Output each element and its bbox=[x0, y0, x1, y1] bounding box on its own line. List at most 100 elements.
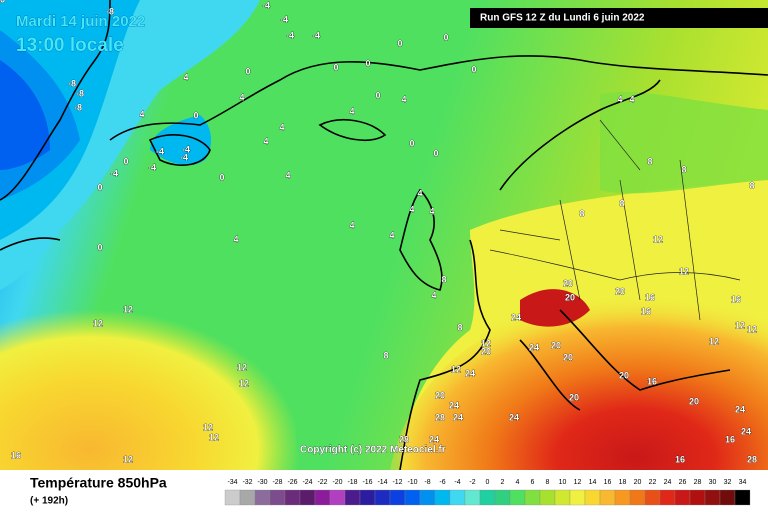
contour-label: 4 bbox=[417, 188, 422, 198]
legend-swatch bbox=[539, 489, 556, 506]
contour-label: 20 bbox=[481, 346, 491, 356]
contour-label: 12 bbox=[653, 234, 663, 244]
contour-label: 24 bbox=[529, 342, 539, 352]
legend-swatch bbox=[299, 489, 316, 506]
contour-label: 28 bbox=[399, 434, 409, 444]
legend-label: 10 bbox=[559, 479, 567, 486]
legend-swatch bbox=[434, 489, 451, 506]
legend-swatch bbox=[509, 489, 526, 506]
contour-label: 28 bbox=[435, 412, 445, 422]
contour-label: 0 bbox=[97, 182, 102, 192]
legend-swatch bbox=[239, 489, 256, 506]
legend-swatch bbox=[254, 489, 271, 506]
contour-label: 0 bbox=[471, 64, 476, 74]
legend-swatch bbox=[734, 489, 751, 506]
run-label: Run GFS 12 Z du Lundi 6 juin 2022 bbox=[480, 13, 645, 24]
contour-label: 4 bbox=[279, 122, 284, 132]
contour-label: 12 bbox=[203, 422, 213, 432]
legend-swatch bbox=[344, 489, 361, 506]
legend-swatch bbox=[224, 489, 241, 506]
legend-label: 0 bbox=[486, 479, 490, 486]
footer-subtitle: (+ 192h) bbox=[30, 496, 68, 507]
legend-label: -30 bbox=[257, 479, 267, 486]
contour-label: -8 bbox=[106, 6, 114, 16]
legend-label: -2 bbox=[469, 479, 475, 486]
contour-label: 20 bbox=[563, 278, 573, 288]
contour-label: 0 bbox=[193, 110, 198, 120]
contour-label: 4 bbox=[239, 92, 244, 102]
contour-label: 24 bbox=[511, 312, 521, 322]
contour-label: -4 bbox=[262, 0, 270, 10]
coastline bbox=[318, 119, 387, 141]
contour-label: 16 bbox=[725, 434, 735, 444]
legend-label: -20 bbox=[332, 479, 342, 486]
contour-label: 0 bbox=[443, 32, 448, 42]
legend-swatch bbox=[614, 489, 631, 506]
legend-label: -12 bbox=[392, 479, 402, 486]
contour-label: 4 bbox=[285, 170, 290, 180]
contour-label: 4 bbox=[233, 234, 238, 244]
legend-swatch bbox=[524, 489, 541, 506]
legend-label: -28 bbox=[272, 479, 282, 486]
coastline bbox=[399, 239, 491, 471]
contour-label: 16 bbox=[641, 306, 651, 316]
legend-swatch bbox=[404, 489, 421, 506]
contour-label: 12 bbox=[209, 432, 219, 442]
contour-label: 16 bbox=[645, 292, 655, 302]
contour-label: 8 bbox=[441, 274, 446, 284]
contour-label: 0 bbox=[97, 242, 102, 252]
time-label: 13:00 locale bbox=[16, 35, 124, 56]
contour-label: 8 bbox=[681, 164, 686, 174]
hot-area bbox=[390, 235, 768, 470]
contour-label: 0 bbox=[245, 66, 250, 76]
contour-label: 4 bbox=[263, 136, 268, 146]
contour-label: 16 bbox=[731, 294, 741, 304]
legend-swatch bbox=[584, 489, 601, 506]
legend-swatch bbox=[314, 489, 331, 506]
contour-label: -4 bbox=[182, 144, 190, 154]
legend-label: -14 bbox=[377, 479, 387, 486]
coastline bbox=[148, 134, 211, 166]
legend-label: 32 bbox=[724, 479, 732, 486]
legend-label: -22 bbox=[317, 479, 327, 486]
contour-label: -4 bbox=[110, 168, 118, 178]
contour-label: 28 bbox=[747, 454, 757, 464]
contour-label: 24 bbox=[741, 426, 751, 436]
contour-label: 8 bbox=[579, 208, 584, 218]
contour-label: 8 bbox=[619, 198, 624, 208]
contour-label: 0 bbox=[333, 62, 338, 72]
legend-swatch bbox=[449, 489, 466, 506]
contour-label: 12 bbox=[747, 324, 757, 334]
contour-label: 4 bbox=[429, 206, 434, 216]
legend-label: -4 bbox=[454, 479, 460, 486]
contour-label: 24 bbox=[735, 404, 745, 414]
legend-label: 4 bbox=[516, 479, 520, 486]
legend-swatch bbox=[629, 489, 646, 506]
contour-label: 20 bbox=[569, 392, 579, 402]
legend-swatch bbox=[704, 489, 721, 506]
date-label: Mardi 14 juin 2022 bbox=[16, 13, 145, 30]
contour-label: 4 bbox=[389, 230, 394, 240]
contour-label: 8 bbox=[749, 180, 754, 190]
contour-label: 0 bbox=[397, 38, 402, 48]
contour-label: 12 bbox=[735, 320, 745, 330]
footer-title: Température 850hPa bbox=[30, 475, 167, 491]
contour-label: 16 bbox=[675, 454, 685, 464]
contour-label: 12 bbox=[709, 336, 719, 346]
contour-label: 0 bbox=[375, 90, 380, 100]
legend-swatch bbox=[284, 489, 301, 506]
legend-label: 30 bbox=[709, 479, 717, 486]
legend-label: 22 bbox=[649, 479, 657, 486]
contour-label: 12 bbox=[237, 362, 247, 372]
contour-label: -8 bbox=[68, 78, 76, 88]
copyright: Copyright (c) 2022 Meteociel.fr bbox=[300, 445, 446, 456]
legend-swatch bbox=[464, 489, 481, 506]
cold-area bbox=[0, 60, 50, 170]
contour-label: -4 bbox=[156, 146, 164, 156]
contour-label: 16 bbox=[647, 376, 657, 386]
country-border bbox=[489, 119, 741, 321]
contour-label: 24 bbox=[465, 368, 475, 378]
legend-label: 26 bbox=[679, 479, 687, 486]
legend-swatch bbox=[719, 489, 736, 506]
